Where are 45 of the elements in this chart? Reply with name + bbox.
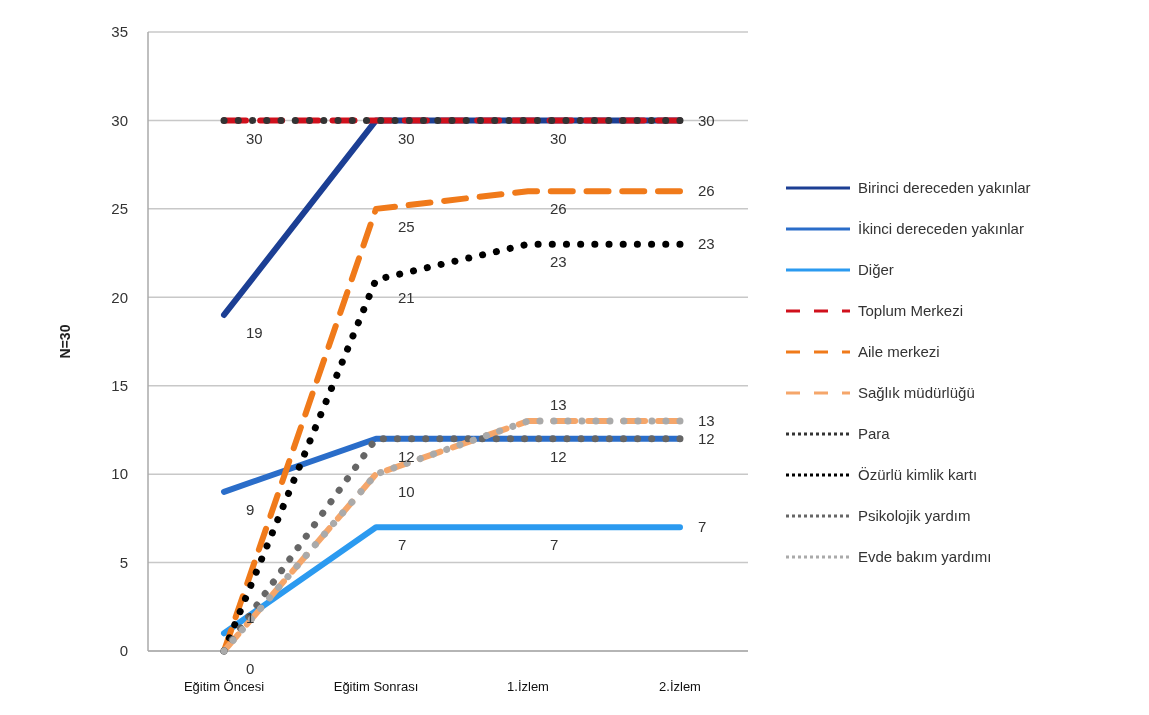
data-label: 26 bbox=[550, 200, 567, 218]
legend-label: Diğer bbox=[858, 261, 894, 279]
x-tick-label: 1.İzlem bbox=[507, 679, 549, 694]
legend-label: Özürlü kimlik kartı bbox=[858, 466, 978, 484]
legend-label: Psikolojik yardım bbox=[858, 507, 971, 525]
y-tick-label: 10 bbox=[111, 465, 128, 483]
data-label: 25 bbox=[398, 218, 415, 236]
y-tick-label: 25 bbox=[111, 200, 128, 218]
x-tick-label: Eğitim Öncesi bbox=[183, 679, 265, 694]
legend-label: Evde bakım yardımı bbox=[858, 548, 992, 566]
y-tick-label: 5 bbox=[119, 553, 128, 571]
data-label: 12 bbox=[398, 448, 415, 466]
data-label: 30 bbox=[398, 129, 415, 147]
data-label: 9 bbox=[246, 501, 255, 519]
legend-label: İkinci dereceden yakınlar bbox=[858, 220, 1024, 238]
data-label: 0 bbox=[246, 660, 255, 678]
data-label: 13 bbox=[698, 412, 715, 430]
legend-label: Birinci dereceden yakınlar bbox=[858, 179, 1031, 197]
legend-label: Aile merkezi bbox=[858, 343, 940, 361]
data-label: 13 bbox=[550, 396, 567, 414]
data-label: 19 bbox=[246, 324, 263, 342]
data-label: 23 bbox=[550, 253, 567, 271]
x-tick-label: Eğitim Sonrası bbox=[333, 679, 419, 694]
data-label: 12 bbox=[550, 448, 567, 466]
data-label: 30 bbox=[698, 111, 715, 129]
data-label: 10 bbox=[398, 483, 415, 501]
legend-label: Para bbox=[858, 425, 891, 443]
y-tick-label: 15 bbox=[111, 376, 128, 394]
data-label: 30 bbox=[550, 129, 567, 147]
data-label: 30 bbox=[246, 129, 263, 147]
data-label: 21 bbox=[398, 288, 415, 306]
legend-label: Sağlık müdürlüğü bbox=[858, 384, 975, 402]
x-tick-label: 2.İzlem bbox=[659, 679, 701, 694]
data-label: 23 bbox=[698, 235, 715, 253]
y-tick-label: 0 bbox=[119, 642, 128, 660]
data-label: 12 bbox=[698, 430, 715, 448]
legend-label: Toplum Merkezi bbox=[858, 302, 964, 320]
data-label: 7 bbox=[550, 536, 559, 554]
data-label: 7 bbox=[698, 518, 707, 536]
data-label: 26 bbox=[698, 182, 715, 200]
y-tick-label: 20 bbox=[111, 288, 128, 306]
y-axis-title: N=30 bbox=[57, 324, 73, 359]
y-tick-label: 30 bbox=[111, 111, 128, 129]
data-label: 7 bbox=[398, 536, 407, 554]
y-tick-label: 35 bbox=[111, 23, 128, 41]
